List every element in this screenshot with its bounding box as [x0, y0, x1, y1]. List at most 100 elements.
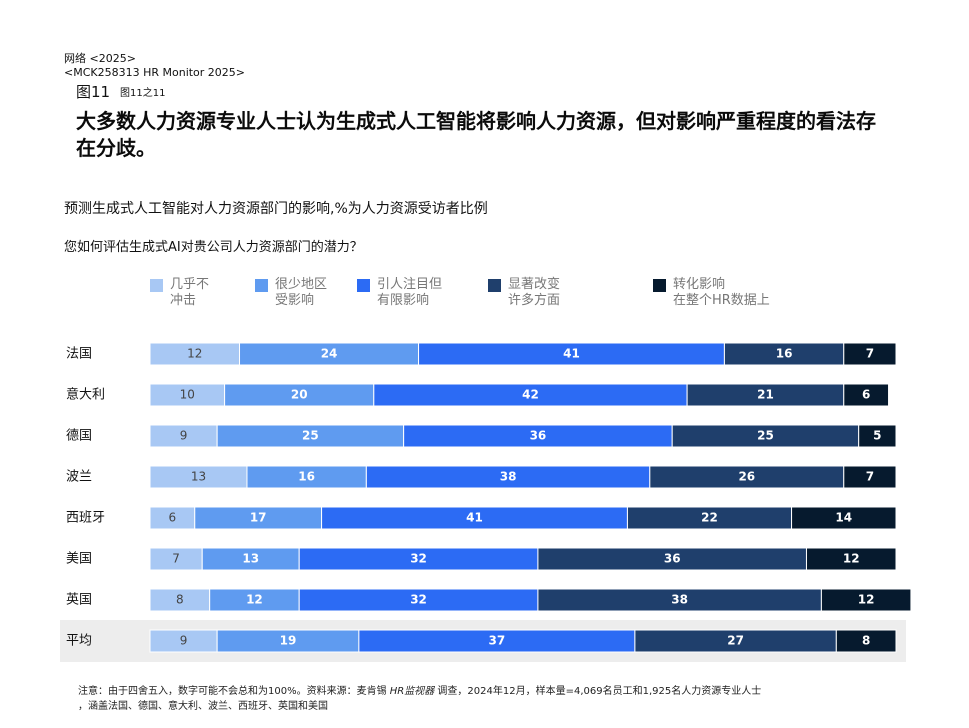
- bar-segment: [403, 424, 673, 448]
- bar-segment: [843, 465, 897, 489]
- footnote-text: HR监视器: [389, 686, 435, 697]
- bar-segment: [649, 465, 845, 489]
- bar-segment: [634, 629, 837, 653]
- value-label: 41: [466, 511, 483, 525]
- legend-label: 很少地区 受影响: [275, 277, 328, 308]
- value-label: 6: [169, 511, 177, 525]
- legend-swatch: [150, 279, 163, 292]
- value-label: 12: [187, 347, 202, 361]
- figure-sub: 图11之11: [120, 88, 166, 99]
- footnote-text: 注意：由于四舍五入，数字可能不会总和为100%。资料来源：麦肯锡: [78, 686, 390, 697]
- bar-segment: [671, 424, 860, 448]
- category-label: 法国: [66, 347, 92, 362]
- value-label: 10: [180, 388, 195, 402]
- bar-segment: [723, 342, 845, 366]
- value-label: 36: [530, 429, 547, 443]
- bar-segment: [626, 506, 793, 530]
- bar-segment: [418, 342, 725, 366]
- bar-segment: [149, 465, 248, 489]
- bar-segment: [224, 383, 375, 407]
- value-label: 38: [671, 593, 688, 607]
- value-label: 12: [843, 552, 860, 566]
- bar-segment: [321, 506, 628, 530]
- value-label: 7: [866, 470, 874, 484]
- footnote-text: 调查，2024年12月，样本量=4,069名员工和1,925名人力资源专业人士: [434, 686, 762, 697]
- bar-segment: [686, 383, 845, 407]
- value-label: 26: [738, 470, 755, 484]
- value-label: 16: [776, 347, 793, 361]
- category-label: 德国: [66, 429, 92, 444]
- bar-segment: [209, 588, 300, 612]
- bar-segment: [149, 629, 218, 653]
- value-label: 37: [489, 634, 506, 648]
- footnote-text: ，涵盖法国、德国、意大利、波兰、西班牙、英国和美国: [78, 701, 328, 712]
- bar-segment: [843, 383, 890, 407]
- category-label: 波兰: [66, 470, 92, 485]
- value-label: 19: [280, 634, 297, 648]
- value-label: 12: [246, 593, 263, 607]
- value-label: 32: [410, 552, 427, 566]
- legend-swatch: [653, 279, 666, 292]
- value-label: 16: [298, 470, 315, 484]
- value-label: 13: [242, 552, 259, 566]
- header-line: 网络 <2025>: [64, 52, 136, 65]
- value-label: 17: [250, 511, 267, 525]
- value-label: 21: [757, 388, 774, 402]
- value-label: 8: [862, 634, 870, 648]
- bar-segment: [365, 465, 651, 489]
- chart-title: 大多数人力资源专业人士认为生成式人工智能将影响人力资源，但对影响严重程度的看法存…: [76, 109, 876, 160]
- bar-segment: [149, 547, 203, 571]
- bar-segment: [791, 506, 897, 530]
- bar-segment: [149, 383, 226, 407]
- value-label: 25: [302, 429, 319, 443]
- bar-segment: [194, 506, 323, 530]
- legend-label: 引人注目但 有限影响: [377, 277, 443, 308]
- value-label: 24: [321, 347, 338, 361]
- bar-segment: [239, 342, 420, 366]
- bar-segment: [358, 629, 636, 653]
- bar-segment: [298, 547, 539, 571]
- bar-segment: [149, 342, 241, 366]
- value-label: 5: [873, 429, 881, 443]
- value-label: 25: [757, 429, 774, 443]
- header-line: <MCK258313 HR Monitor 2025>: [64, 66, 246, 79]
- subtitle: 预测生成式人工智能对人力资源部门的影响,%为人力资源受访者比例: [64, 201, 488, 217]
- category-label: 英国: [66, 593, 92, 608]
- category-label: 平均: [66, 634, 92, 649]
- value-label: 9: [180, 429, 188, 443]
- value-label: 13: [191, 470, 206, 484]
- legend-label: 几乎不 冲击: [170, 277, 210, 308]
- bar-segment: [246, 465, 367, 489]
- bar-segment: [373, 383, 688, 407]
- value-label: 42: [522, 388, 539, 402]
- value-label: 38: [500, 470, 517, 484]
- bar-segment: [820, 588, 912, 612]
- legend-label: 转化影响 在整个HR数据上: [673, 277, 770, 308]
- bar-segment: [805, 547, 897, 571]
- legend-swatch: [357, 279, 370, 292]
- category-label: 意大利: [66, 387, 105, 403]
- value-label: 7: [172, 552, 180, 566]
- category-label: 美国: [66, 552, 92, 567]
- value-label: 41: [563, 347, 580, 361]
- value-label: 14: [835, 511, 852, 525]
- bar-segment: [858, 424, 897, 448]
- bar-segment: [149, 424, 218, 448]
- bar-segment: [537, 588, 822, 612]
- legend-swatch: [255, 279, 268, 292]
- value-label: 12: [858, 593, 875, 607]
- bar-segment: [216, 424, 405, 448]
- value-label: 8: [176, 593, 184, 607]
- footnote: 注意：由于四舍五入，数字可能不会总和为100%。资料来源：麦肯锡 HR监视器 调…: [78, 684, 761, 714]
- figure-label: 图11: [76, 83, 111, 101]
- category-label: 西班牙: [66, 511, 105, 526]
- value-label: 27: [727, 634, 744, 648]
- bar-segment: [149, 506, 196, 530]
- bar-segment: [298, 588, 539, 612]
- value-label: 7: [866, 347, 874, 361]
- legend-swatch: [488, 279, 501, 292]
- value-label: 9: [180, 634, 188, 648]
- value-label: 36: [664, 552, 681, 566]
- bar-segment: [843, 342, 897, 366]
